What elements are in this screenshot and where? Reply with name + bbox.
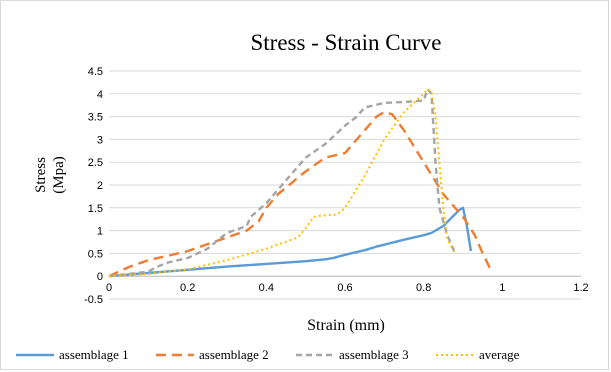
y-tick-label: 4.5	[88, 66, 103, 78]
series-lines	[108, 87, 492, 278]
y-tick-label: 2	[97, 180, 103, 192]
legend: assemblage 1 assemblage 2 assemblage 3 aver…	[16, 347, 520, 362]
chart-title: Stress - Strain Curve	[250, 30, 441, 55]
series-line-2	[108, 110, 492, 278]
series-line-1	[108, 206, 473, 278]
y-tick-label: 3	[97, 134, 103, 146]
y-tick-label: 1	[97, 226, 103, 238]
legend-label: assemblage 2	[199, 347, 269, 362]
x-tick-label: 0.6	[337, 282, 352, 294]
gridlines	[109, 70, 581, 300]
x-axis-tick-labels: 0 0.2 0.4 0.6 0.8 1 1.2	[106, 282, 589, 294]
y-axis-label-line2: (Mpa)	[51, 156, 67, 194]
y-axis-label-line1: Stress	[33, 157, 49, 193]
y-tick-label: 2.5	[88, 157, 103, 169]
y-tick-label: 3.5	[88, 112, 103, 124]
y-tick-label: -0.5	[84, 294, 103, 306]
x-tick-label: 1	[499, 282, 505, 294]
x-tick-label: 0.2	[180, 282, 195, 294]
y-tick-label: 0	[97, 271, 103, 283]
series-line-3	[108, 87, 457, 278]
x-axis-label: Strain (mm)	[307, 317, 385, 334]
series-line-4	[108, 88, 456, 278]
x-tick-label: 0.4	[259, 282, 274, 294]
y-tick-label: 4	[97, 89, 103, 101]
legend-label: assemblage 1	[59, 347, 129, 362]
x-tick-label: 1.2	[573, 282, 588, 294]
x-tick-label: 0	[106, 282, 112, 294]
legend-label: average	[479, 347, 520, 362]
y-tick-label: 0.5	[88, 248, 103, 260]
y-axis-tick-labels: -0.5 0 0.5 1 1.5 2 2.5 3 3.5 4 4.5	[84, 66, 103, 306]
legend-label: assemblage 3	[339, 347, 409, 362]
x-tick-label: 0.8	[416, 282, 431, 294]
y-tick-label: 1.5	[88, 203, 103, 215]
